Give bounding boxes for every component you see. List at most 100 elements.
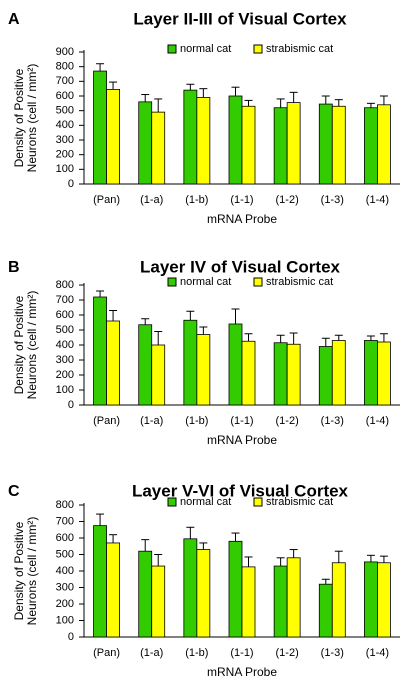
y-axis-label: Density of Positive Neurons (cell / mm²) xyxy=(12,517,39,626)
bar xyxy=(318,103,333,185)
y-tick-label: 0 xyxy=(68,178,74,190)
legend-swatch xyxy=(167,277,177,287)
x-tick-label: (1-3) xyxy=(321,415,344,427)
error-bar xyxy=(334,99,343,107)
bar xyxy=(138,324,153,406)
x-tick-label: (1-a) xyxy=(140,415,163,427)
error-bar xyxy=(154,331,163,345)
error-bar xyxy=(244,99,253,107)
y-tick-label: 400 xyxy=(56,339,74,351)
error-bar xyxy=(379,95,388,105)
y-axis-label: Density of Positive Neurons (cell / mm²) xyxy=(12,64,39,173)
x-tick-label: (1-2) xyxy=(276,415,299,427)
y-tick-label: 800 xyxy=(56,499,74,511)
bar xyxy=(138,550,153,638)
error-bar xyxy=(334,550,343,563)
error-bar xyxy=(231,308,240,324)
bar xyxy=(273,342,288,406)
y-tick-label: 500 xyxy=(56,548,74,560)
x-tick-label: (1-b) xyxy=(185,194,208,206)
error-bar xyxy=(141,539,150,552)
panel-label: B xyxy=(8,259,20,276)
y-tick-label: 700 xyxy=(56,515,74,527)
legend-label: normal cat xyxy=(180,496,231,508)
error-bar xyxy=(366,554,375,562)
bar xyxy=(196,334,211,406)
bar xyxy=(151,344,166,406)
y-axis-label: Density of Positive Neurons (cell / mm²) xyxy=(12,291,39,400)
legend-swatch xyxy=(167,44,177,54)
error-bar xyxy=(379,333,388,342)
bar xyxy=(106,542,120,638)
y-tick-label: 500 xyxy=(56,105,74,117)
bar xyxy=(151,111,166,185)
x-tick-label: (1-1) xyxy=(230,194,253,206)
bar xyxy=(364,340,378,406)
x-tick-label: (Pan) xyxy=(93,194,120,206)
x-tick-label: (1-1) xyxy=(230,647,253,659)
x-tick-label: (1-b) xyxy=(185,647,208,659)
y-tick-label: 600 xyxy=(56,90,74,102)
error-bar xyxy=(186,526,195,539)
chart-title: Layer V-VI of Visual Cortex xyxy=(132,481,349,500)
bar xyxy=(228,323,243,406)
bar xyxy=(183,89,198,185)
error-bar xyxy=(289,549,298,558)
y-tick-label: 400 xyxy=(56,565,74,577)
bar xyxy=(377,562,391,638)
x-tick-label: (1-2) xyxy=(276,647,299,659)
bar xyxy=(273,565,288,638)
y-tick-label: 200 xyxy=(56,598,74,610)
x-axis-label: mRNA Probe xyxy=(207,212,277,226)
error-bar xyxy=(154,98,163,113)
error-bar xyxy=(141,94,150,102)
bar xyxy=(228,95,243,185)
legend-label: normal cat xyxy=(180,276,231,288)
bar xyxy=(377,341,391,406)
bar xyxy=(196,549,211,638)
bar xyxy=(331,105,346,185)
bar xyxy=(183,319,198,406)
error-bar xyxy=(154,554,163,567)
y-tick-label: 400 xyxy=(56,119,74,131)
error-bar xyxy=(109,534,118,543)
error-bar xyxy=(231,532,240,542)
legend-swatch xyxy=(253,277,263,287)
bar xyxy=(331,340,346,406)
error-bar xyxy=(96,513,105,526)
x-tick-label: (1-1) xyxy=(230,415,253,427)
error-bar xyxy=(199,542,208,550)
error-bar xyxy=(366,102,375,108)
y-tick-label: 200 xyxy=(56,149,74,161)
bar xyxy=(106,89,120,185)
bar xyxy=(318,583,333,638)
bar xyxy=(151,565,166,638)
y-axis-label-line: Neurons (cell / mm²) xyxy=(25,64,39,173)
chart-title: Layer IV of Visual Cortex xyxy=(140,257,341,276)
bar xyxy=(241,105,256,185)
legend-label: strabismic cat xyxy=(266,43,333,55)
y-tick-label: 600 xyxy=(56,532,74,544)
bar xyxy=(273,107,288,185)
y-tick-label: 100 xyxy=(56,163,74,175)
error-bar xyxy=(321,95,330,105)
bar xyxy=(286,557,301,638)
error-bar xyxy=(276,334,285,343)
x-tick-label: (1-3) xyxy=(321,194,344,206)
y-tick-label: 0 xyxy=(68,399,74,411)
error-bar xyxy=(289,332,298,345)
error-bar xyxy=(109,81,118,90)
x-tick-label: (1-4) xyxy=(366,647,389,659)
error-bar xyxy=(186,310,195,321)
legend-swatch xyxy=(253,497,263,507)
error-bar xyxy=(109,310,118,321)
x-axis-label: mRNA Probe xyxy=(207,433,277,447)
bar xyxy=(241,566,256,638)
bar xyxy=(106,320,120,406)
y-tick-label: 800 xyxy=(56,61,74,73)
y-tick-label: 0 xyxy=(68,631,74,643)
bar xyxy=(286,102,301,185)
y-tick-label: 100 xyxy=(56,614,74,626)
x-tick-label: (1-a) xyxy=(140,647,163,659)
